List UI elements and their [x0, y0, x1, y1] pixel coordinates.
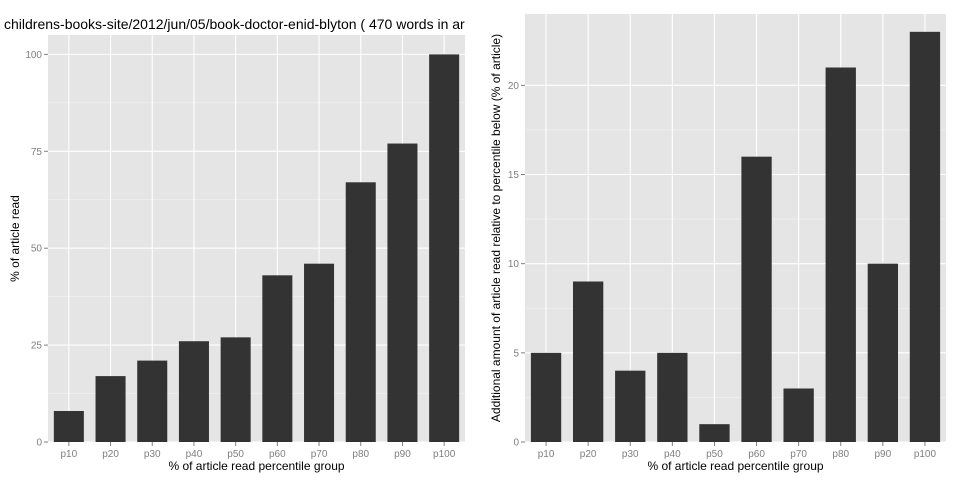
- y-tick-label: 0: [513, 438, 519, 449]
- x-tick-label: p70: [790, 449, 807, 460]
- bar-p90: [387, 143, 418, 443]
- bar-p50: [699, 424, 730, 442]
- x-tick-label: p80: [832, 449, 849, 460]
- y-tick-label: 5: [513, 348, 519, 359]
- x-tick-label: p10: [61, 449, 78, 460]
- x-tick-label: p20: [102, 449, 119, 460]
- y-axis-title: Additional amount of article read relati…: [489, 34, 503, 422]
- x-tick-label: p40: [186, 449, 203, 460]
- x-tick-label: p100: [914, 449, 937, 460]
- x-axis-title: % of article read percentile group: [647, 459, 823, 473]
- bar-p70: [783, 388, 814, 442]
- chart-right: 0 5 10 15 20 p10 p20 p30 p40 p50 p60 p70 p80 p90 p100%…: [489, 14, 946, 473]
- y-tick-label: 0: [36, 438, 42, 449]
- x-axis-title: % of article read percentile group: [168, 459, 344, 473]
- y-tick-label: 20: [508, 81, 520, 92]
- bar-p100: [909, 31, 941, 442]
- x-tick-label: p60: [269, 449, 286, 460]
- bar-p30: [137, 360, 168, 442]
- y-tick-label: 100: [25, 50, 42, 61]
- y-tick-label: 25: [31, 341, 43, 352]
- x-tick-label: p20: [580, 449, 597, 460]
- bar-p30: [615, 370, 646, 442]
- bar-p40: [178, 341, 209, 442]
- bar-p50: [220, 337, 251, 442]
- x-tick-label: p50: [227, 449, 244, 460]
- bar-p60: [741, 156, 772, 442]
- x-tick-label: p70: [311, 449, 328, 460]
- bar-p60: [262, 275, 293, 442]
- x-tick-label: p30: [622, 449, 639, 460]
- bar-p10: [530, 352, 562, 442]
- chart-left: childrens-books-site/2012/jun/05/book-do…: [4, 16, 465, 473]
- bar-p40: [657, 352, 688, 442]
- chart-title: childrens-books-site/2012/jun/05/book-do…: [4, 16, 465, 32]
- bar-p20: [95, 376, 126, 442]
- x-tick-label: p40: [664, 449, 681, 460]
- y-tick-label: 15: [508, 170, 520, 181]
- y-tick-label: 75: [31, 147, 43, 158]
- bar-p90: [867, 263, 899, 442]
- x-tick-label: p30: [144, 449, 161, 460]
- x-tick-label: p90: [394, 449, 411, 460]
- bar-p20: [572, 281, 604, 442]
- bar-p80: [345, 182, 376, 443]
- y-tick-label: 50: [31, 244, 43, 255]
- y-axis-title: % of article read: [8, 195, 22, 282]
- x-tick-label: p60: [748, 449, 765, 460]
- x-tick-label: p90: [875, 449, 892, 460]
- bar-p70: [304, 263, 335, 442]
- x-tick-label: p10: [538, 449, 555, 460]
- bar-p80: [825, 67, 856, 442]
- x-tick-label: p50: [706, 449, 723, 460]
- bar-p10: [53, 410, 84, 442]
- x-tick-label: p100: [433, 449, 456, 460]
- y-tick-label: 10: [508, 259, 520, 270]
- bar-p100: [429, 54, 460, 442]
- x-tick-label: p80: [352, 449, 369, 460]
